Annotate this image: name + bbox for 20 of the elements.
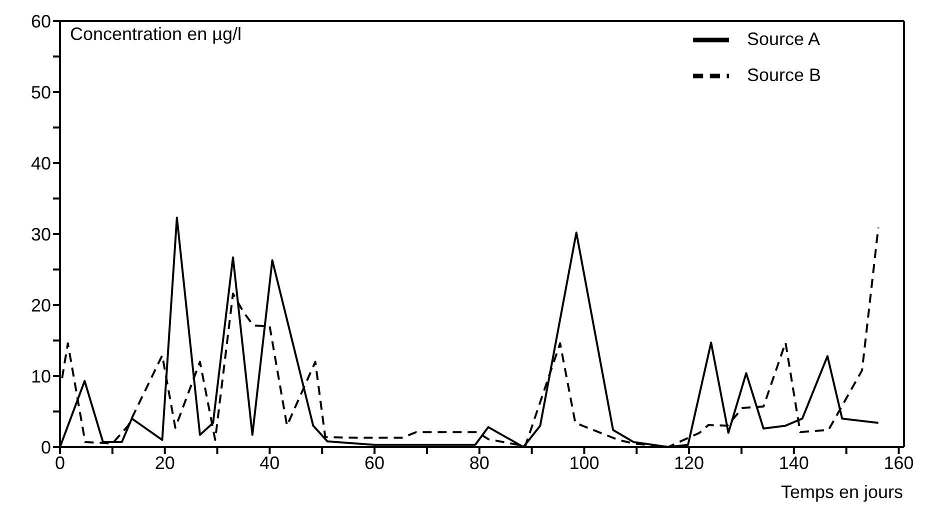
x-tick-label: 80 [469, 452, 490, 473]
legend-label: Source A [746, 28, 820, 49]
x-tick-label: 20 [154, 452, 175, 473]
y-tick-label: 60 [30, 11, 51, 32]
x-tick-label: 0 [54, 452, 66, 473]
y-axis-title: Concentration en µg/l [70, 24, 242, 45]
y-tick-label: 20 [30, 295, 51, 316]
y-tick-label: 10 [30, 366, 51, 386]
x-tick-label: 140 [778, 452, 809, 473]
x-axis-title: Temps en jours [780, 482, 903, 503]
legend-label: Source B [746, 64, 821, 85]
x-tick-label: 60 [364, 452, 385, 473]
x-tick-label: 40 [260, 452, 280, 473]
x-tick-label: 160 [884, 452, 914, 473]
y-tick-label: 50 [30, 82, 51, 102]
y-tick-label: 30 [30, 224, 51, 244]
y-tick-label: 40 [30, 153, 51, 174]
y-tick-label: 0 [40, 437, 51, 458]
x-tick-label: 120 [674, 452, 704, 473]
x-tick-label: 100 [569, 452, 600, 473]
